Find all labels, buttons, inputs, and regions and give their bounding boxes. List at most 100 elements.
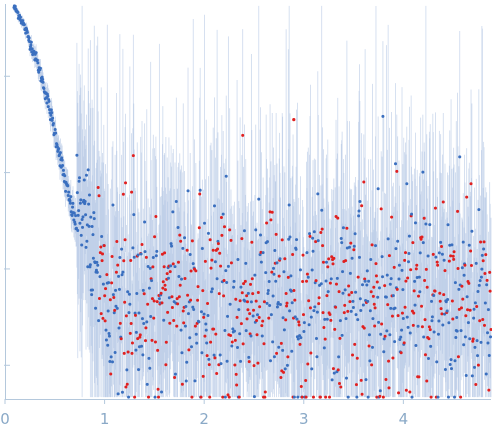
data-point	[252, 395, 256, 399]
data-point	[81, 225, 85, 229]
data-point	[443, 312, 447, 316]
data-point	[324, 279, 328, 283]
data-point	[155, 300, 159, 304]
data-point	[321, 260, 325, 264]
data-point	[261, 251, 265, 255]
data-point	[21, 19, 25, 23]
data-point	[406, 325, 410, 329]
data-point	[443, 269, 447, 273]
data-point	[110, 360, 114, 364]
data-point	[315, 355, 319, 359]
data-point	[149, 315, 153, 319]
data-point	[100, 234, 104, 238]
data-point	[358, 297, 362, 301]
data-point	[349, 241, 353, 245]
data-point	[479, 240, 483, 244]
data-point	[103, 294, 107, 298]
data-point	[61, 168, 65, 172]
data-point	[200, 351, 204, 355]
data-point	[382, 337, 386, 341]
data-point	[413, 279, 417, 283]
data-point	[397, 391, 401, 395]
data-point	[137, 368, 141, 372]
data-point	[170, 244, 174, 248]
data-point	[471, 337, 475, 341]
data-point	[415, 263, 419, 267]
data-point	[239, 285, 243, 289]
data-point	[386, 237, 390, 241]
data-point	[321, 244, 325, 248]
data-point	[378, 389, 382, 393]
data-point	[256, 290, 260, 294]
data-point	[314, 279, 318, 283]
data-point	[226, 393, 230, 397]
data-point	[47, 99, 51, 103]
data-point	[474, 382, 478, 386]
data-point	[253, 273, 257, 277]
data-point	[367, 344, 371, 348]
data-point	[481, 317, 485, 321]
data-point	[272, 266, 276, 270]
data-point	[355, 395, 359, 399]
data-point	[355, 356, 359, 360]
data-point	[51, 116, 55, 120]
data-point	[351, 305, 355, 309]
data-point	[232, 329, 236, 333]
data-point	[464, 314, 468, 318]
data-point	[99, 312, 103, 316]
data-point	[230, 344, 234, 348]
data-point	[285, 304, 289, 308]
data-point	[207, 363, 211, 367]
data-point	[175, 297, 179, 301]
data-point	[89, 215, 93, 219]
data-point	[422, 335, 426, 339]
data-point	[119, 337, 123, 341]
data-point	[223, 395, 227, 399]
data-point	[326, 265, 330, 269]
data-point	[184, 305, 188, 309]
data-point	[150, 338, 154, 342]
data-point	[229, 238, 233, 242]
data-point	[124, 181, 128, 185]
data-point	[322, 346, 326, 350]
data-point	[276, 300, 280, 304]
data-point	[169, 264, 173, 268]
data-point	[240, 291, 244, 295]
data-point	[129, 259, 133, 263]
data-point	[140, 243, 144, 247]
data-point	[164, 363, 168, 367]
data-point	[41, 77, 45, 81]
data-point	[117, 326, 121, 330]
data-point	[412, 289, 416, 293]
data-point	[111, 203, 115, 207]
data-point	[306, 275, 310, 279]
data-point	[418, 290, 422, 294]
data-point	[429, 344, 433, 348]
data-point	[114, 304, 118, 308]
data-point	[472, 307, 476, 311]
data-point	[420, 304, 424, 308]
data-point	[177, 275, 181, 279]
data-point	[265, 221, 269, 225]
data-point	[440, 252, 444, 256]
data-point	[251, 314, 255, 318]
data-point	[177, 295, 181, 299]
data-point	[436, 263, 440, 267]
data-point	[377, 320, 381, 324]
data-point	[482, 323, 486, 327]
data-point	[258, 305, 262, 309]
data-point	[405, 182, 409, 186]
data-point	[462, 343, 466, 347]
data-point	[445, 309, 449, 313]
data-point	[223, 328, 227, 332]
data-point	[356, 275, 360, 279]
data-point	[162, 265, 166, 269]
data-point	[166, 310, 170, 314]
data-point	[279, 376, 283, 380]
data-point	[242, 229, 246, 233]
data-point	[75, 153, 79, 157]
data-point	[295, 317, 299, 321]
data-point	[233, 363, 237, 367]
data-point	[399, 335, 403, 339]
data-point	[374, 262, 378, 266]
